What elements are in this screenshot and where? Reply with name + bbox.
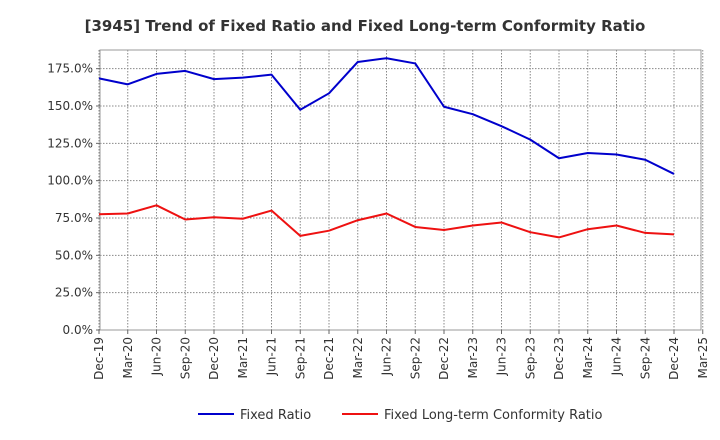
x-axis: Dec-19 Mar-20 Jun-20 Sep-20 Dec-20 Mar-21 Jun-… xyxy=(92,330,710,380)
x-tick-label: Dec-22 xyxy=(437,337,451,380)
x-tick-label: Jun-24 xyxy=(610,337,624,376)
x-tick-label: Sep-20 xyxy=(178,337,192,379)
chart-title: [3945] Trend of Fixed Ratio and Fixed Lo… xyxy=(85,17,646,35)
x-tick-label: Sep-22 xyxy=(408,337,422,379)
x-tick-label: Mar-24 xyxy=(581,337,595,378)
series-line-0 xyxy=(98,57,675,175)
x-tick-label: Dec-21 xyxy=(322,337,336,380)
x-tick-label: Sep-23 xyxy=(523,337,537,379)
y-tick-label: 50.0% xyxy=(55,248,93,262)
x-tick-label: Mar-22 xyxy=(351,337,365,378)
legend-label-1: Fixed Long-term Conformity Ratio xyxy=(384,408,603,423)
y-tick-label: 0.0% xyxy=(63,323,94,337)
y-tick-label: 125.0% xyxy=(47,136,93,150)
x-tick-label: Jun-20 xyxy=(150,337,164,376)
y-axis: 0.0% 25.0% 50.0% 75.0% 100.0% 125.0% 150.0% 175… xyxy=(47,62,100,337)
x-tick-label: Dec-20 xyxy=(207,337,221,380)
x-tick-label: Jun-23 xyxy=(495,337,509,376)
y-tick-label: 75.0% xyxy=(55,211,93,225)
x-tick-label: Dec-23 xyxy=(552,337,566,380)
y-tick-label: 25.0% xyxy=(55,286,93,300)
x-tick-label: Mar-20 xyxy=(121,337,135,378)
series-lines xyxy=(98,57,675,239)
x-tick-label: Dec-19 xyxy=(92,337,106,380)
x-tick-label: Mar-23 xyxy=(466,337,480,378)
y-tick-label: 175.0% xyxy=(47,62,93,76)
series-line-1 xyxy=(98,204,675,239)
x-tick-label: Jun-21 xyxy=(265,337,279,376)
x-tick-label: Sep-21 xyxy=(293,337,307,379)
x-tick-label: Mar-25 xyxy=(696,337,710,378)
legend-label-0: Fixed Ratio xyxy=(240,408,311,423)
x-tick-label: Jun-22 xyxy=(380,337,394,376)
x-tick-label: Dec-24 xyxy=(667,337,681,380)
y-tick-label: 100.0% xyxy=(47,174,93,188)
x-tick-label: Sep-24 xyxy=(638,337,652,379)
grid-lines xyxy=(98,50,704,331)
legend: Fixed Ratio Fixed Long-term Conformity Ra… xyxy=(198,408,603,423)
y-tick-label: 150.0% xyxy=(47,99,93,113)
plot-area-border xyxy=(99,49,702,331)
x-tick-label: Mar-21 xyxy=(236,337,250,378)
